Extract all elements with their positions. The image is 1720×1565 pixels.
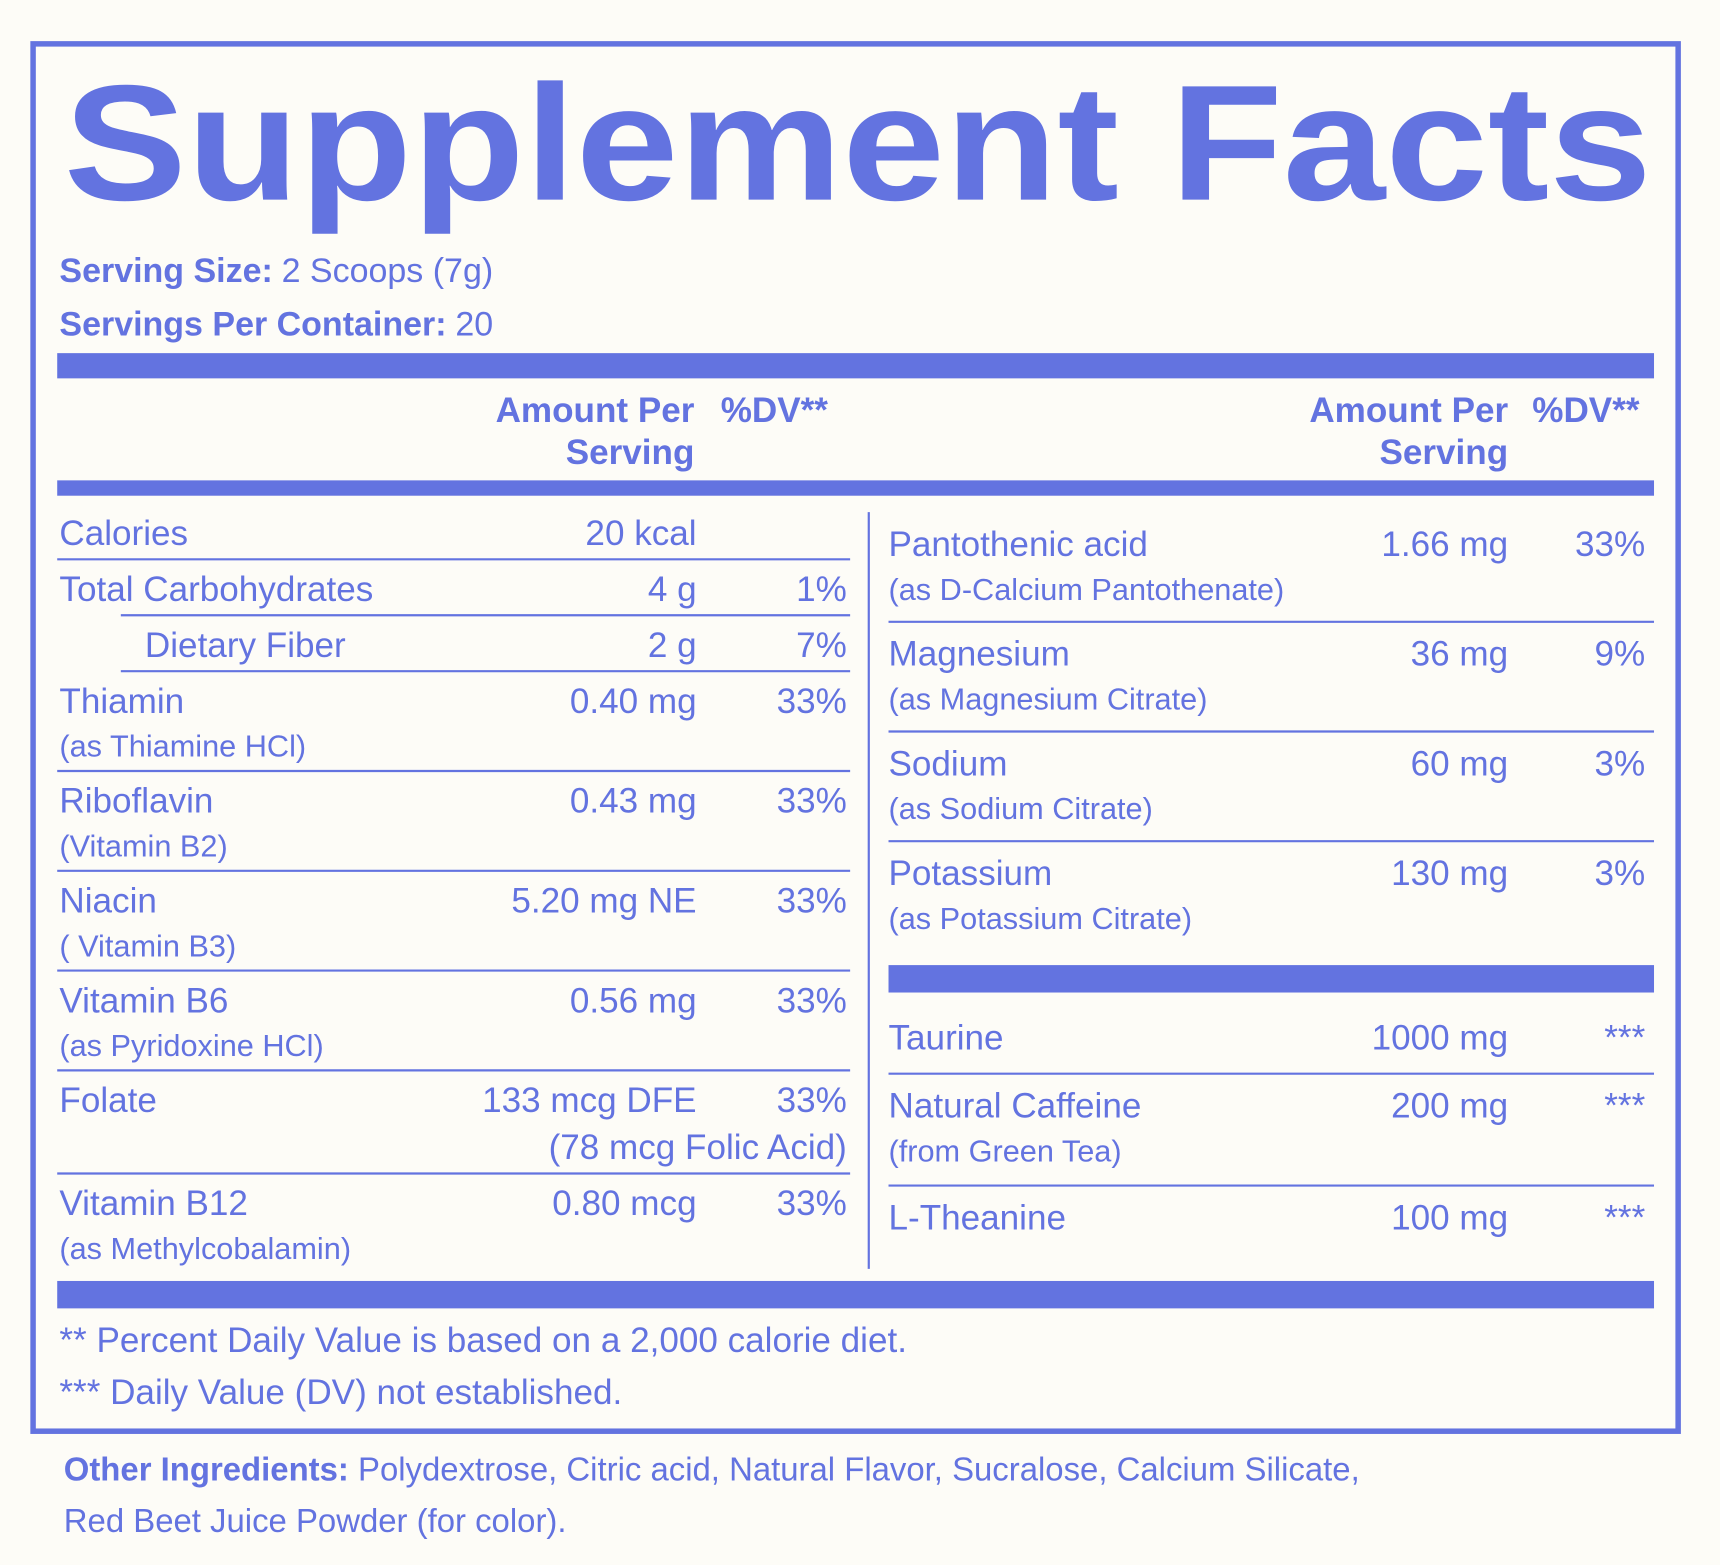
nutrient-source: (as Pyridoxine HCl) [59,1028,323,1063]
footnote: *** Daily Value (DV) not established. [59,1373,622,1412]
nutrient-name: Folate [59,1081,157,1120]
amount: 1.66 mg [1381,525,1508,564]
amount: 5.20 mg NE [511,881,696,920]
daily-value: 7% [796,626,847,665]
amount-note: (78 mcg Folic Acid) [549,1128,847,1167]
amount: 0.43 mg [570,782,697,821]
daily-value: *** [1604,1198,1645,1237]
nutrient-source: (as D-Calcium Pantothenate) [889,572,1285,607]
thick-rule [888,965,1655,993]
header: Amount Per [496,391,695,430]
amount: 130 mg [1391,854,1508,893]
nutrient-source: (as Potassium Citrate) [889,901,1193,936]
nutrient-name: Riboflavin [59,782,213,821]
nutrient-name: Thiamin [59,682,184,721]
nutrient-name: Magnesium [889,635,1070,674]
header: Amount Per [1309,391,1508,430]
nutrient-source: (as Magnesium Citrate) [889,682,1208,717]
amount: 4 g [648,570,697,609]
header: Serving [566,433,695,472]
label: Servings Per Container: [59,306,446,344]
value: 20 [455,306,493,344]
nutrient-name: Pantothenic acid [889,525,1148,564]
amount: 20 kcal [585,514,696,553]
footnote: ** Percent Daily Value is based on a 2,0… [59,1321,907,1360]
daily-value: *** [1604,1019,1645,1058]
amount: 0.40 mg [570,682,697,721]
amount: 36 mg [1411,635,1509,674]
nutrient-name: Vitamin B12 [59,1184,247,1223]
nutrient-source: (as Methylcobalamin) [59,1231,351,1266]
header: Serving [1379,433,1508,472]
nutrient-source: (as Sodium Citrate) [889,791,1153,826]
text: Polydextrose, Citric acid, Natural Flavo… [349,1451,1360,1488]
nutrient-name: Natural Caffeine [889,1087,1142,1126]
daily-value: 33% [777,1081,847,1120]
amount: 133 mcg DFE [482,1081,696,1120]
nutrient-name: Niacin [59,881,156,920]
nutrient-name: Potassium [889,854,1053,893]
amount: 200 mg [1391,1087,1508,1126]
amount: 100 mg [1391,1198,1508,1237]
nutrient-name: Calories [59,514,188,553]
title: Supplement Facts [64,51,1652,235]
thick-rule [57,1280,1655,1309]
other-ingredients: Other Ingredients: Polydextrose, Citric … [64,1451,1360,1488]
daily-value: 3% [1595,854,1646,893]
daily-value: 3% [1595,744,1646,783]
nutrient-source: (Vitamin B2) [59,829,227,864]
amount: 2 g [648,626,697,665]
nutrient-source: ( Vitamin B3) [59,928,236,963]
nutrient-name: Total Carbohydrates [59,570,373,609]
nutrient-name: Dietary Fiber [145,626,346,665]
label: Other Ingredients: [64,1451,349,1488]
thick-rule [57,353,1655,379]
amount: 60 mg [1411,744,1509,783]
rule [57,480,1655,496]
daily-value: 33% [1575,525,1645,564]
label: Serving Size: [59,252,272,290]
daily-value: 1% [796,570,847,609]
daily-value: 33% [777,682,847,721]
header: %DV** [721,391,829,430]
daily-value: 33% [777,881,847,920]
other-ingredients: Red Beet Juice Powder (for color). [64,1502,567,1539]
daily-value: *** [1604,1087,1645,1126]
amount: 0.80 mcg [552,1184,696,1223]
nutrient-name: L-Theanine [889,1198,1066,1237]
nutrient-name: Vitamin B6 [59,981,228,1020]
amount: 1000 mg [1372,1019,1509,1058]
serving-size: Serving Size: 2 Scoops (7g) [59,252,493,290]
nutrient-source: (as Thiamine HCl) [59,729,306,764]
daily-value: 33% [777,782,847,821]
amount: 0.56 mg [570,981,697,1020]
daily-value: 33% [777,1184,847,1223]
border [30,41,1681,1434]
nutrient-name: Taurine [889,1019,1004,1058]
value: 2 Scoops (7g) [282,252,494,290]
header: %DV** [1532,391,1640,430]
nutrient-source: (from Green Tea) [889,1133,1122,1168]
nutrient-name: Sodium [889,744,1008,783]
daily-value: 9% [1595,635,1646,674]
daily-value: 33% [777,981,847,1020]
servings-per-container: Servings Per Container: 20 [59,306,493,344]
